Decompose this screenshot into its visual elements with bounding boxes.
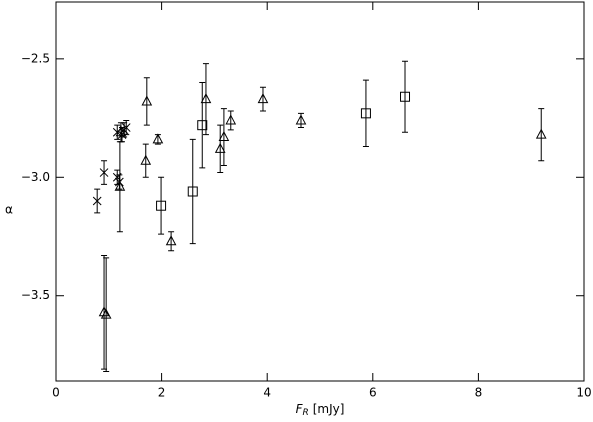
x-tick-label: 4 xyxy=(263,386,271,400)
x-tick-label: 8 xyxy=(475,386,483,400)
error-bar xyxy=(103,257,110,373)
error-bar xyxy=(220,108,227,166)
point-triangle xyxy=(218,130,230,142)
y-tick-label: −3.5 xyxy=(21,288,50,302)
x-label-symbol: F xyxy=(296,402,304,416)
error-bar xyxy=(142,143,149,178)
error-bar xyxy=(538,108,545,162)
x-label-unit: [mJy] xyxy=(313,402,345,416)
plot-frame xyxy=(55,1,585,382)
error-bar xyxy=(143,77,150,126)
point-triangle xyxy=(257,93,269,104)
error-bar xyxy=(402,60,409,133)
point-square xyxy=(187,186,198,197)
error-bar xyxy=(217,124,224,174)
point-triangle xyxy=(152,133,164,144)
point-triangle xyxy=(100,308,112,319)
error-bar xyxy=(202,63,209,136)
point-triangle xyxy=(115,126,127,137)
point-triangle xyxy=(214,142,226,153)
point-cross xyxy=(99,168,109,177)
point-square xyxy=(360,108,371,119)
error-bar xyxy=(199,82,206,169)
point-triangle xyxy=(165,235,177,246)
point-triangle xyxy=(200,93,212,104)
x-tick-label: 10 xyxy=(576,386,591,400)
x-axis-label: FR [mJy] xyxy=(296,402,345,418)
x-tick-label: 0 xyxy=(52,386,60,400)
point-square xyxy=(400,91,411,102)
error-bar xyxy=(189,138,196,245)
error-bar xyxy=(168,231,175,252)
point-triangle xyxy=(140,154,152,165)
point-triangle xyxy=(535,128,547,139)
point-triangle xyxy=(141,95,153,106)
error-bar xyxy=(227,110,234,131)
error-bar xyxy=(362,79,369,147)
error-bar xyxy=(259,86,266,112)
point-cross xyxy=(121,123,131,132)
y-axis-label: α xyxy=(5,203,13,217)
point-cross xyxy=(92,196,102,206)
y-tick-label: −3.0 xyxy=(21,170,50,184)
point-square xyxy=(197,120,208,131)
point-triangle xyxy=(225,114,237,125)
x-tick-label: 6 xyxy=(369,386,377,400)
point-square xyxy=(156,200,167,211)
x-tick-label: 2 xyxy=(158,386,166,400)
point-triangle xyxy=(295,114,307,125)
point-triangle xyxy=(114,180,126,191)
y-tick-label: −2.5 xyxy=(21,51,50,65)
error-bar xyxy=(158,176,165,235)
x-label-subscript: R xyxy=(302,408,308,418)
error-bar xyxy=(117,122,124,143)
